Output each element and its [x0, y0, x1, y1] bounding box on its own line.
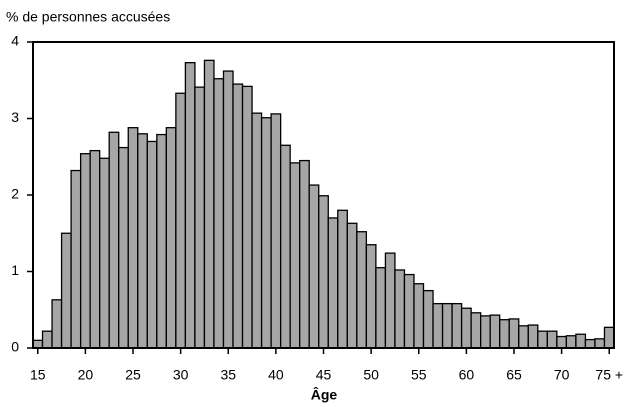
bar	[327, 217, 339, 349]
bar	[441, 302, 453, 349]
bar	[403, 273, 415, 349]
y-tick-label: 2	[11, 186, 19, 202]
bar	[184, 62, 196, 349]
bar	[70, 169, 82, 349]
bar	[603, 326, 615, 349]
bar	[194, 86, 206, 349]
bar	[289, 162, 301, 349]
bar	[432, 302, 444, 349]
bar	[537, 330, 548, 349]
bar	[518, 325, 529, 349]
bar	[260, 117, 272, 349]
plot-frame	[32, 41, 615, 349]
bar	[89, 149, 101, 349]
x-tick-label: 50	[363, 367, 379, 383]
bar	[594, 338, 606, 349]
bar	[165, 127, 177, 349]
bar	[241, 85, 253, 349]
x-tick-label: 15	[30, 367, 46, 383]
bar	[251, 112, 263, 349]
x-tick-label: 70	[554, 367, 570, 383]
bar	[499, 319, 510, 349]
bar	[51, 299, 63, 349]
x-tick-label: 60	[459, 367, 475, 383]
bar	[365, 244, 377, 349]
y-tick-label: 3	[11, 109, 19, 125]
x-tick-label: 65	[506, 367, 522, 383]
bar	[413, 283, 425, 349]
bar	[318, 195, 329, 349]
bar	[32, 339, 44, 349]
bar	[108, 131, 120, 349]
bar	[575, 333, 587, 349]
bar	[346, 222, 358, 349]
bar	[279, 144, 291, 349]
bar	[394, 269, 406, 349]
x-tick-label: 40	[268, 367, 284, 383]
x-tick-label: 55	[411, 367, 427, 383]
bar	[79, 153, 91, 349]
bar	[470, 312, 482, 349]
bar	[546, 330, 558, 349]
bar	[584, 338, 596, 349]
bar	[556, 335, 568, 349]
bar	[127, 127, 139, 349]
bar	[203, 59, 215, 349]
bar	[375, 267, 387, 349]
bar	[480, 315, 491, 349]
x-tick-label: 35	[220, 367, 236, 383]
bar	[213, 78, 225, 349]
x-tick-label: 75 +	[595, 367, 623, 383]
bar	[489, 314, 501, 349]
bar	[175, 92, 187, 349]
bar	[222, 70, 234, 349]
bar	[422, 289, 434, 349]
bar	[41, 330, 53, 349]
bar	[337, 209, 348, 349]
x-tick-label: 45	[316, 367, 332, 383]
bar	[118, 146, 129, 349]
x-tick-label: 30	[173, 367, 189, 383]
bar	[460, 307, 472, 349]
bar	[565, 335, 577, 349]
y-tick-label: 0	[11, 339, 19, 355]
x-tick-label: 20	[78, 367, 94, 383]
y-axis-label: % de personnes accusées	[6, 9, 170, 25]
bar	[308, 184, 320, 349]
bar	[60, 232, 72, 349]
bar	[384, 252, 396, 349]
bar	[299, 159, 310, 349]
bar	[527, 324, 539, 349]
x-tick-label: 25	[125, 367, 141, 383]
bar	[156, 133, 167, 349]
bar	[146, 140, 158, 349]
y-tick-label: 1	[11, 262, 19, 278]
y-tick-label: 4	[11, 33, 19, 49]
x-axis-label: Âge	[311, 386, 338, 403]
bar	[356, 231, 368, 349]
bar	[508, 318, 520, 349]
bar	[451, 302, 463, 349]
bar	[99, 157, 110, 349]
bar	[270, 113, 282, 349]
bar	[137, 133, 148, 349]
bar	[232, 83, 244, 349]
